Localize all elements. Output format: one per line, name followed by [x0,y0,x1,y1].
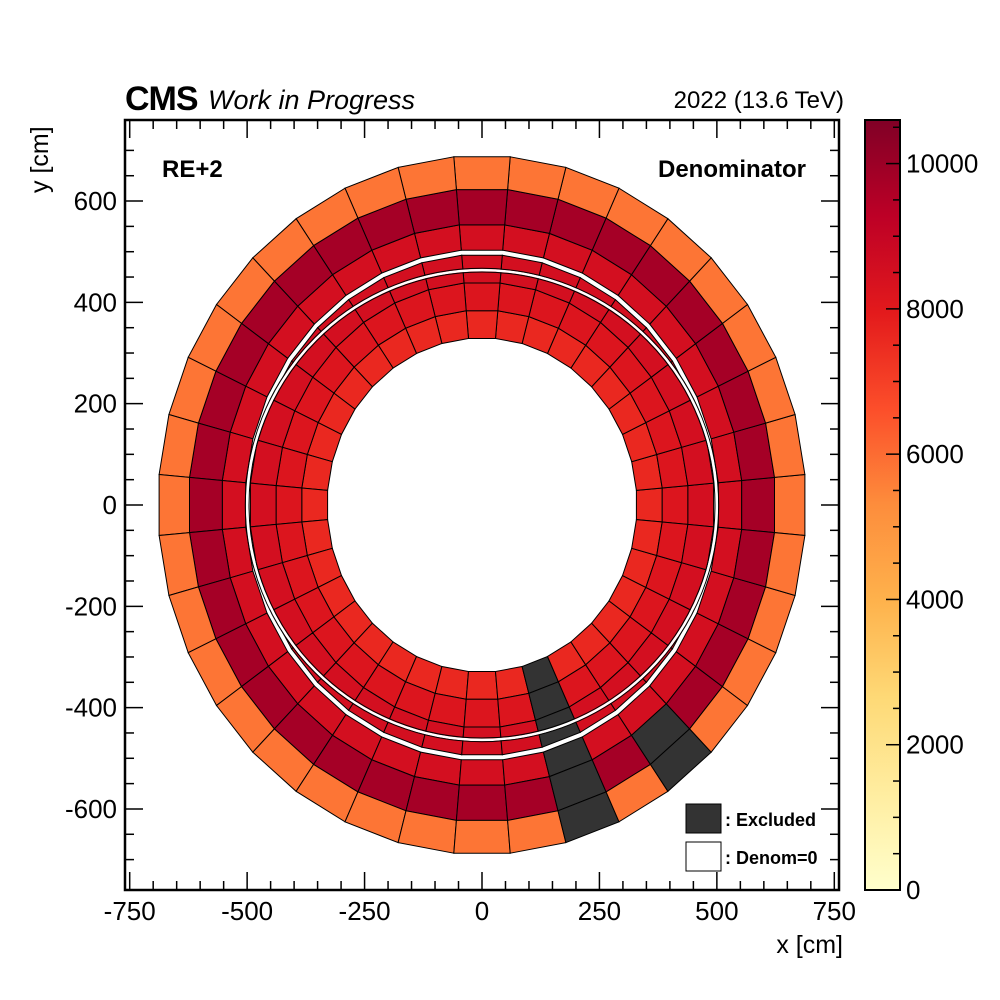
y-tick-label: -400 [65,693,117,723]
x-tick-label: 750 [813,896,856,926]
colorbar-ticks: 0 2000 4000 6000 8000 10000 [886,126,978,905]
ring-separators [244,267,720,743]
heatmap-cell [463,698,501,728]
legend-excluded-swatch [685,803,722,834]
heatmap-cell [189,476,223,534]
heatmap-cell [455,784,509,821]
colorbar-tick-label: 8000 [906,294,964,324]
heatmap-cell [774,473,806,537]
heatmap-cell [221,479,247,531]
y-tick-label: 600 [74,186,117,216]
y-tick-label: -600 [65,794,117,824]
heatmap-cell [275,485,303,525]
y-axis-ticks: -600 -400 -200 0 200 400 600 [65,149,839,861]
legend-denom-zero-label: : Denom=0 [725,848,818,868]
heatmap-cell [458,224,506,251]
legend-excluded-label: : Excluded [725,810,816,830]
heatmap-cell [158,473,190,537]
y-tick-label: 0 [103,490,117,520]
ring-separator-edge [244,267,720,743]
heatmap-cell [661,485,689,525]
colorbar-tick-label: 10000 [906,149,978,179]
heatmap-cells [158,156,806,854]
y-tick-label: -200 [65,591,117,621]
heatmap-cell [741,476,775,534]
heatmap-cell [765,532,806,597]
heatmap-cell [687,482,715,528]
heatmap-cell [453,819,511,854]
heatmap-cell [463,282,501,312]
station-label: RE+2 [162,156,223,183]
heatmap-cell [465,310,499,339]
ring-separator-edge [248,271,716,739]
heatmap-cell [249,482,277,528]
colorbar-tick-label: 6000 [906,439,964,469]
y-axis-title: y [cm] [26,126,54,193]
heatmap-cell [301,487,329,523]
y-tick-label: 200 [74,389,117,419]
x-tick-label: 500 [695,896,738,926]
x-tick-label: -500 [221,896,273,926]
legend-denom-zero-swatch [685,841,722,872]
x-tick-label: -250 [339,896,391,926]
x-tick-label: 0 [475,896,489,926]
heatmap-cell [717,479,743,531]
colorbar-tick-label: 4000 [906,584,964,614]
y-tick-label: 400 [74,287,117,317]
x-tick-label: -750 [104,896,156,926]
legend: : Excluded : Denom=0 [685,803,818,872]
cms-label: CMS [125,80,199,118]
x-axis-ticks: -750 -500 -250 0 250 500 750 [104,120,856,926]
heatmap-cell [458,759,506,786]
colorbar-tick-label: 2000 [906,730,964,760]
energy-label: 2022 (13.6 TeV) [673,87,844,114]
ring-separator-line [245,268,719,742]
colorbar-tick-label: 0 [906,875,920,905]
work-in-progress-label: Work in Progress [208,85,416,115]
x-axis-title: x [cm] [776,931,843,959]
heatmap-cell [455,189,509,226]
heatmap-cell [453,156,511,191]
x-tick-label: 250 [578,896,621,926]
colorbar [864,119,901,891]
heatmap-cell [635,487,663,523]
heatmap-cell [465,671,499,700]
quantity-label: Denominator [658,156,806,183]
